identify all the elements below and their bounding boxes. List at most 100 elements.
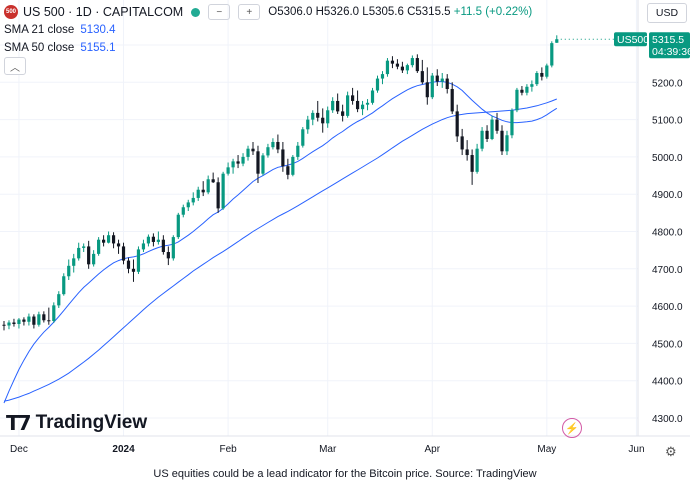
sma-50-line <box>3 98 557 402</box>
candle-body <box>311 112 315 120</box>
candle-body <box>355 100 360 110</box>
x-tick-label: Mar <box>319 444 337 455</box>
candle-body <box>490 119 494 139</box>
candle-up <box>545 63 549 79</box>
candle-body <box>276 141 280 150</box>
candle-up <box>181 204 185 218</box>
candle-up <box>72 253 76 273</box>
candle-up <box>291 155 295 177</box>
candle-up <box>231 158 235 174</box>
candle-body <box>97 239 101 254</box>
candle-body <box>271 141 275 148</box>
candle-up <box>97 237 101 256</box>
candle-down <box>2 321 6 331</box>
candle-down <box>435 69 439 87</box>
candle-down <box>470 149 474 185</box>
candle-body <box>390 60 395 64</box>
candle-down <box>151 233 155 247</box>
candle-body <box>455 111 459 137</box>
sma21-legend[interactable]: SMA 21 close 5130.4 <box>4 24 116 36</box>
candle-down <box>42 311 46 323</box>
candle-body <box>420 71 424 83</box>
y-tick-label: 4400.0 <box>652 377 683 388</box>
candle-up <box>550 41 554 68</box>
symbol-title[interactable]: US 500 · 1D · CAPITALCOM <box>23 5 184 19</box>
candle-body <box>171 237 175 259</box>
candle-up <box>530 80 534 92</box>
candle-body <box>191 197 195 203</box>
candle-body <box>306 119 310 130</box>
candle-down <box>251 141 255 156</box>
candle-up <box>92 250 96 267</box>
candle-body <box>500 130 504 152</box>
candle-up <box>37 311 41 327</box>
collapse-legend-chevron-up-icon[interactable]: ︿ <box>4 57 26 75</box>
candle-up <box>136 246 141 275</box>
candle-body <box>201 189 205 193</box>
candle-body <box>465 149 469 156</box>
candle-up <box>410 55 414 68</box>
candle-up <box>385 58 390 77</box>
x-tick-label: Jun <box>628 444 644 455</box>
candle-body <box>102 239 106 243</box>
candle-body <box>2 324 6 326</box>
candle-body <box>32 316 36 325</box>
candle-body <box>286 166 290 175</box>
currency-selector[interactable]: USD <box>647 3 687 23</box>
candle-down <box>415 54 419 73</box>
chart-grid <box>0 0 638 436</box>
candle-up <box>515 87 519 113</box>
plus-icon[interactable]: + <box>238 4 261 20</box>
candle-down <box>420 59 424 85</box>
candle-up <box>440 72 444 88</box>
candle-body <box>236 161 240 164</box>
tradingview-mark-icon: T7 <box>6 411 32 435</box>
price-tag-price: 5315.5 <box>652 34 684 46</box>
candle-down <box>540 67 544 81</box>
candle-up <box>226 162 230 176</box>
candle-body <box>216 182 220 209</box>
candle-up <box>525 84 529 96</box>
candle-body <box>62 276 66 295</box>
price-tag-symbol-bg <box>614 32 647 47</box>
candle-body <box>430 75 434 98</box>
x-tick-label: Dec <box>10 444 28 455</box>
candle-up <box>490 115 494 141</box>
market-open-icon <box>191 7 201 17</box>
candle-body <box>425 82 429 98</box>
candle-down <box>351 87 355 105</box>
candle-body <box>326 110 330 124</box>
y-tick-label: 4900.0 <box>652 190 683 201</box>
candle-body <box>341 111 345 116</box>
sma-lines <box>3 81 558 404</box>
tradingview-logo-text: TradingView <box>35 412 148 433</box>
candle-up <box>196 186 200 201</box>
candle-body <box>246 148 250 157</box>
lightning-icon[interactable]: ⚡ <box>562 418 582 438</box>
candle-up <box>261 153 265 176</box>
tradingview-logo[interactable]: T7 TradingView <box>6 411 147 435</box>
time-axis: Dec 2024 Feb Mar Apr May Jun <box>10 444 644 455</box>
candle-body <box>336 100 340 112</box>
candle-up <box>141 239 146 253</box>
symbol-logo-icon[interactable]: 500 <box>4 5 18 19</box>
sma50-legend[interactable]: SMA 50 close 5155.1 <box>4 42 116 54</box>
minus-icon[interactable]: − <box>208 4 231 20</box>
candle-up <box>360 100 365 116</box>
candle-down <box>236 155 240 169</box>
candle-up <box>206 175 210 195</box>
candle-up <box>430 72 434 100</box>
candle-up <box>535 71 539 87</box>
candle-body <box>410 58 414 66</box>
candle-body <box>475 148 479 172</box>
gear-icon[interactable]: ⚙ <box>665 444 677 459</box>
candle-body <box>226 167 230 174</box>
candle-body <box>375 78 380 91</box>
y-tick-label: 5100.0 <box>652 116 683 127</box>
candle-body <box>116 243 121 247</box>
candle-body <box>22 319 26 322</box>
candle-down <box>116 239 121 254</box>
candle-up <box>365 99 370 111</box>
candle-body <box>166 252 170 259</box>
